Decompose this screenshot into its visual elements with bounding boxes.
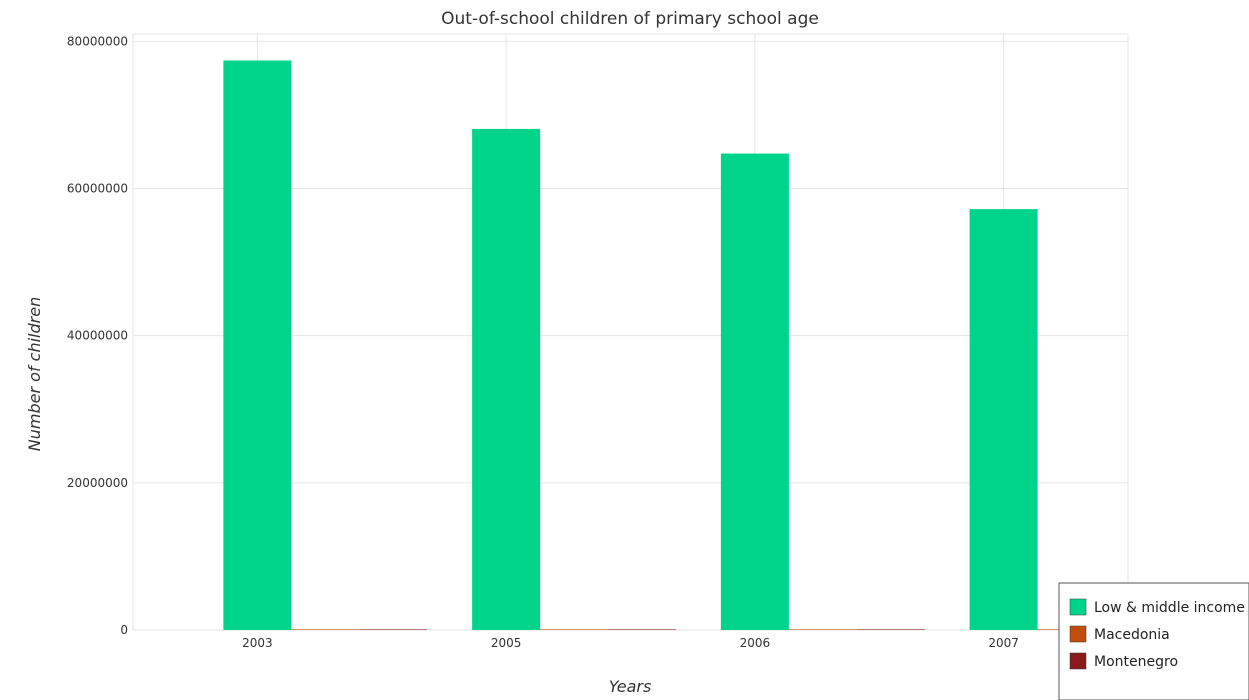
bar-montenegro-2003	[359, 629, 428, 630]
bars	[223, 60, 1174, 631]
chart-title: Out-of-school children of primary school…	[441, 9, 819, 29]
x-tick-label: 2003	[242, 636, 273, 650]
y-axis-ticks: 0 20000000 40000000 60000000 80000000	[67, 34, 128, 637]
x-tick-label: 2005	[491, 636, 522, 650]
legend-label: Low & middle income	[1094, 600, 1245, 616]
y-tick-label: 40000000	[67, 329, 128, 343]
x-tick-label: 2007	[988, 636, 1019, 650]
legend-label: Montenegro	[1094, 654, 1178, 670]
bar-low-middle-income-2007	[969, 209, 1038, 631]
legend-swatch	[1069, 652, 1087, 670]
x-axis-label: Years	[609, 677, 652, 696]
legend: Low & middle income Macedonia Montenegro	[1058, 582, 1249, 700]
legend-label: Macedonia	[1094, 627, 1170, 643]
bar-montenegro-2005	[608, 629, 677, 630]
y-tick-label: 20000000	[67, 476, 128, 490]
bar-low-middle-income-2005	[472, 128, 541, 630]
x-axis-ticks: 2003 2005 2006 2007	[242, 636, 1019, 650]
y-tick-label: 0	[120, 623, 128, 637]
bar-low-middle-income-2006	[720, 153, 789, 630]
bar-montenegro-2006	[856, 629, 925, 630]
y-tick-label: 80000000	[67, 34, 128, 48]
bar-macedonia-2003	[291, 629, 360, 630]
x-tick-label: 2006	[740, 636, 771, 650]
y-axis-label: Number of children	[25, 297, 44, 451]
bar-low-middle-income-2003	[223, 60, 292, 630]
legend-swatch	[1069, 625, 1087, 643]
y-tick-label: 60000000	[67, 182, 128, 196]
legend-box	[1058, 582, 1249, 700]
bar-macedonia-2006	[788, 629, 857, 630]
bar-macedonia-2005	[540, 629, 609, 630]
legend-swatch	[1069, 598, 1087, 616]
